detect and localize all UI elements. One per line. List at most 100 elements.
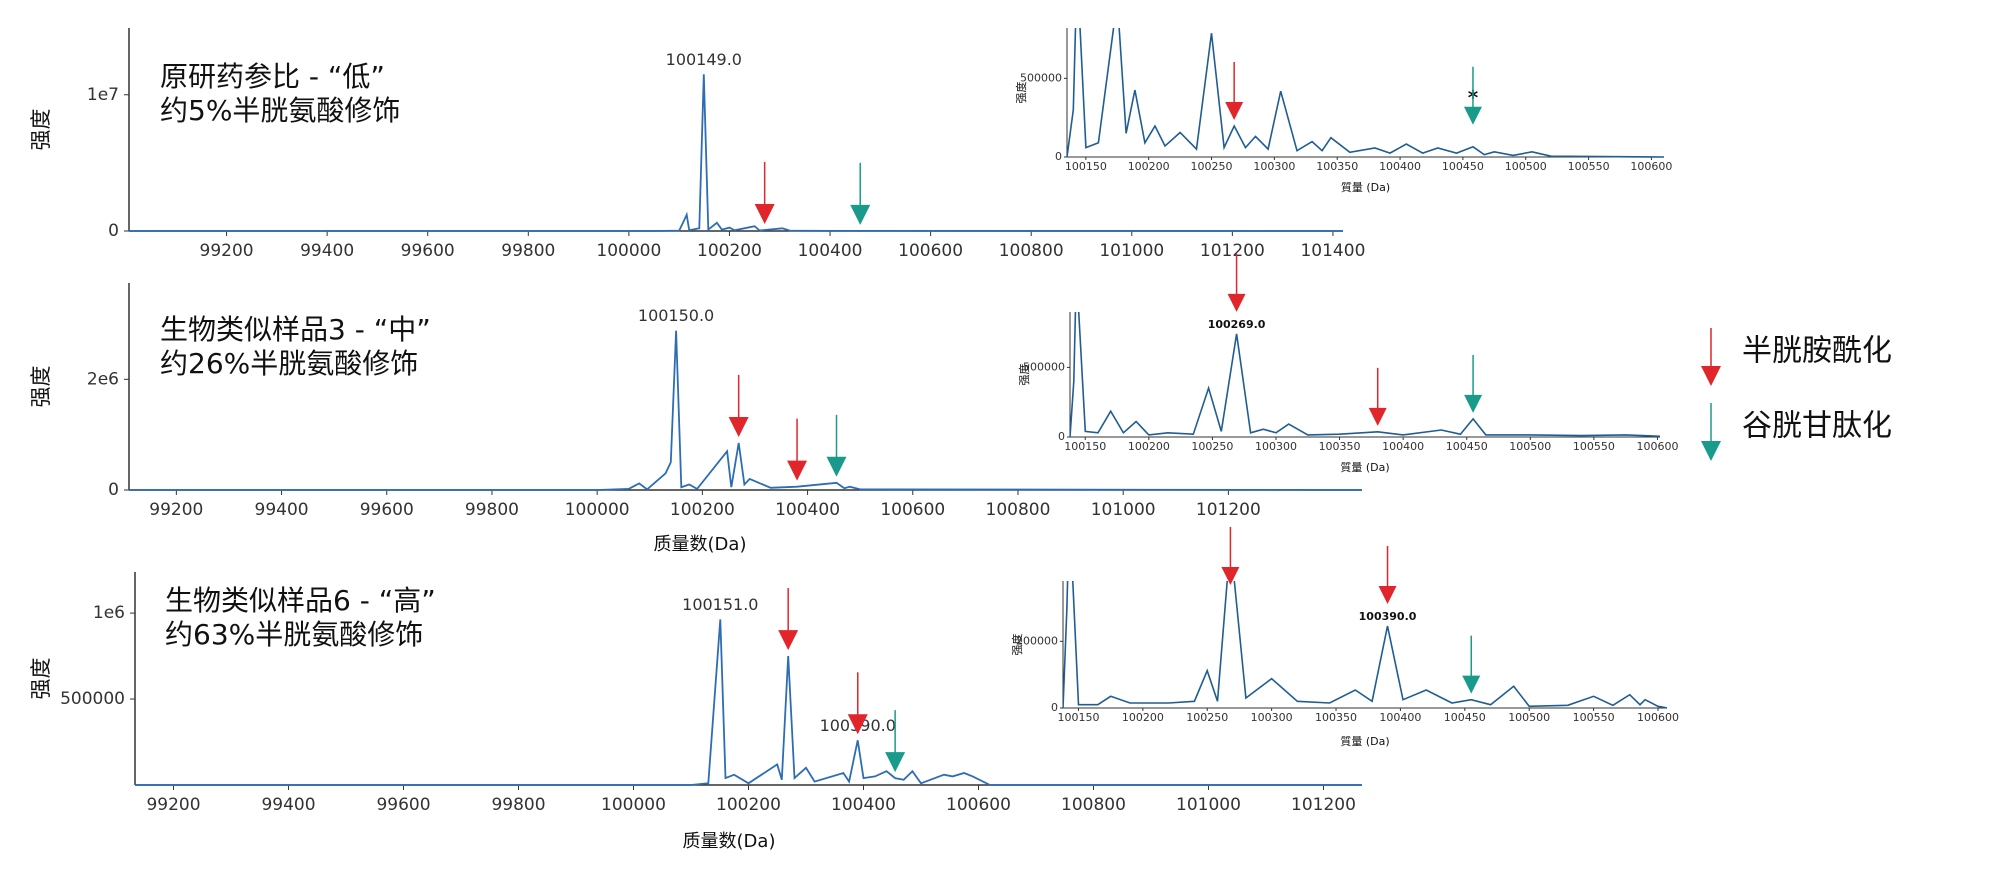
y-axis-label: 强度 bbox=[29, 366, 53, 408]
y-tick-label: 0 bbox=[1055, 150, 1062, 163]
x-tick-label: 100250 bbox=[1191, 160, 1233, 173]
y-tick-label: 500000 bbox=[1023, 360, 1065, 373]
peak-label: 100390.0 bbox=[1359, 610, 1417, 623]
arrow-head bbox=[847, 714, 868, 735]
x-tick-label: 101000 bbox=[1091, 500, 1156, 520]
y-tick-label: 1e6 bbox=[93, 603, 125, 623]
x-tick-label: 100350 bbox=[1316, 160, 1358, 173]
x-tick-label: 99600 bbox=[360, 500, 414, 520]
x-tick-label: 100200 bbox=[1128, 440, 1170, 453]
x-tick-label: 100200 bbox=[697, 241, 762, 261]
spectrum-line bbox=[129, 330, 1362, 491]
x-tick-label: 100550 bbox=[1573, 711, 1615, 724]
x-tick-label: 101200 bbox=[1196, 500, 1261, 520]
arrow-head bbox=[778, 630, 799, 651]
y-tick-label: 0 bbox=[108, 480, 119, 500]
x-tick-label: 100300 bbox=[1253, 160, 1295, 173]
x-tick-label: 100400 bbox=[775, 500, 840, 520]
x-tick-label: 100150 bbox=[1065, 160, 1107, 173]
x-tick-label: 100800 bbox=[986, 500, 1051, 520]
chart-subtitle: 约26%半胱氨酸修饰 bbox=[160, 347, 418, 380]
x-tick-label: 100150 bbox=[1057, 711, 1099, 724]
x-tick-label: 99600 bbox=[376, 795, 430, 815]
y-tick-label: 0 bbox=[1051, 701, 1058, 714]
arrow-head bbox=[1225, 102, 1244, 121]
x-tick-label: 100200 bbox=[1122, 711, 1164, 724]
x-tick-label: 100500 bbox=[1508, 711, 1550, 724]
x-tick-label: 99800 bbox=[491, 795, 545, 815]
peak-label: 100151.0 bbox=[682, 595, 758, 614]
x-tick-label: 100600 bbox=[946, 795, 1011, 815]
x-tick-label: 99200 bbox=[146, 795, 200, 815]
x-tick-label: 101200 bbox=[1200, 241, 1265, 261]
x-tick-label: 100400 bbox=[831, 795, 896, 815]
legend-label: 半胱胺酰化 bbox=[1742, 334, 1892, 369]
peak-label: 100149.0 bbox=[666, 50, 742, 69]
arrow bbox=[847, 672, 868, 735]
arrow bbox=[1463, 66, 1482, 125]
spectrum-line bbox=[135, 619, 1362, 786]
arrow-head bbox=[850, 204, 871, 225]
x-tick-label: 100400 bbox=[798, 241, 863, 261]
arrow-head bbox=[885, 752, 906, 773]
peak-label: 100150.0 bbox=[638, 306, 714, 325]
arrow bbox=[1464, 354, 1483, 413]
arrow-head bbox=[787, 460, 808, 481]
x-axis-label: 質量 (Da) bbox=[1340, 734, 1389, 748]
x-tick-label: 99800 bbox=[501, 241, 555, 261]
x-tick-label: 100500 bbox=[1509, 440, 1551, 453]
x-tick-label: 99800 bbox=[465, 500, 519, 520]
arrow bbox=[1227, 253, 1246, 312]
y-tick-label: 200000 bbox=[1016, 634, 1058, 647]
arrow-head bbox=[1368, 407, 1387, 426]
y-tick-label: 500000 bbox=[60, 689, 125, 709]
arrow bbox=[850, 162, 871, 225]
y-axis-label: 强度 bbox=[29, 658, 53, 700]
arrow-head bbox=[1221, 567, 1240, 585]
x-tick-label: 100200 bbox=[670, 500, 735, 520]
spectrum-line bbox=[1070, 312, 1660, 438]
legend-arrow-head bbox=[1701, 366, 1721, 386]
y-axis-label: 强度 bbox=[29, 109, 53, 151]
arrow bbox=[1225, 62, 1244, 121]
x-tick-label: 100300 bbox=[1255, 440, 1297, 453]
arrow bbox=[1462, 635, 1481, 694]
x-tick-label: 99400 bbox=[261, 795, 315, 815]
x-tick-label: 100400 bbox=[1379, 711, 1421, 724]
y-tick-label: 0 bbox=[1058, 430, 1065, 443]
arrow-head bbox=[728, 416, 749, 437]
x-tick-label: 100250 bbox=[1186, 711, 1228, 724]
x-tick-label: 100500 bbox=[1505, 160, 1547, 173]
chart-subtitle: 约63%半胱氨酸修饰 bbox=[165, 618, 423, 651]
x-tick-label: 99200 bbox=[149, 500, 203, 520]
arrow-head bbox=[1462, 675, 1481, 694]
arrow-head bbox=[754, 203, 775, 224]
arrow bbox=[787, 418, 808, 481]
arrow bbox=[885, 710, 906, 773]
arrow bbox=[1221, 527, 1240, 585]
x-axis-label: 質量 (Da) bbox=[1340, 460, 1389, 474]
y-axis-label: 强度 bbox=[1010, 634, 1024, 656]
y-tick-label: 2e6 bbox=[87, 369, 119, 389]
x-tick-label: 101000 bbox=[1176, 795, 1241, 815]
chart-subtitle: 约5%半胱氨酸修饰 bbox=[160, 94, 400, 127]
spectrum-line bbox=[129, 74, 1343, 232]
y-axis-label: 强度 bbox=[1017, 364, 1031, 386]
x-tick-label: 100200 bbox=[716, 795, 781, 815]
x-tick-label: 100200 bbox=[1128, 160, 1170, 173]
y-axis-label: 强度 bbox=[1014, 82, 1028, 104]
arrow bbox=[778, 588, 799, 651]
y-tick-label: 1e7 bbox=[87, 85, 119, 105]
x-tick-label: 101200 bbox=[1291, 795, 1356, 815]
arrow-head bbox=[1227, 293, 1246, 312]
x-tick-label: 100800 bbox=[1061, 795, 1126, 815]
x-tick-label: 100000 bbox=[565, 500, 630, 520]
x-tick-label: 100450 bbox=[1446, 440, 1488, 453]
arrow-head bbox=[826, 456, 847, 477]
x-tick-label: 100600 bbox=[880, 500, 945, 520]
x-tick-label: 99400 bbox=[255, 500, 309, 520]
legend-arrow-head bbox=[1701, 441, 1721, 461]
x-tick-label: 100400 bbox=[1379, 160, 1421, 173]
arrow-head bbox=[1464, 394, 1483, 413]
